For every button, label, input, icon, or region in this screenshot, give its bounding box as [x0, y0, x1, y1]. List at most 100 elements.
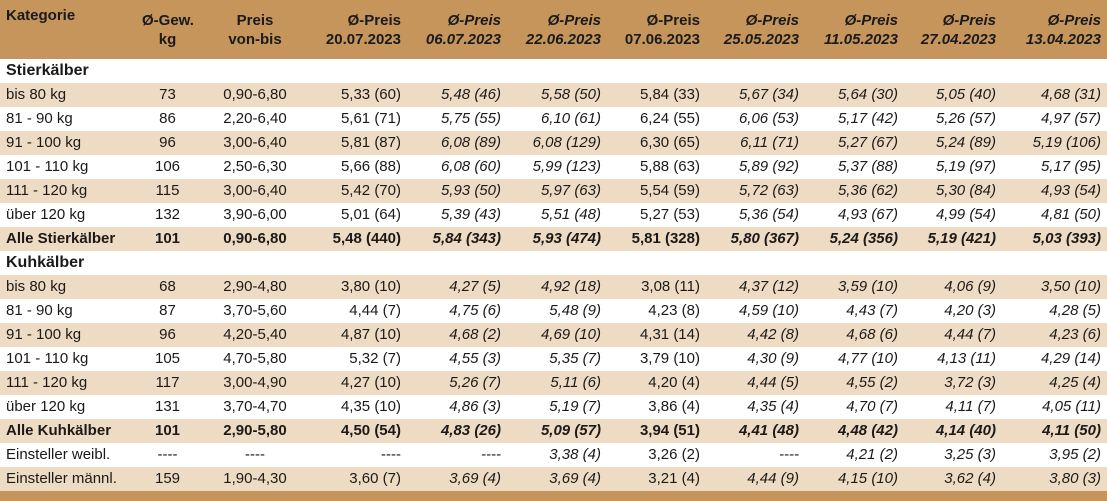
table-cell: 4,68 (6) — [805, 323, 904, 347]
table-cell: 4,21 (2) — [805, 443, 904, 467]
table-cell: 4,41 (48) — [706, 419, 805, 443]
table-header: Kategorie Ø-Gew. kg Preis von-bis Ø-Preis 20.0… — [0, 0, 1107, 59]
column-header-line: Ø-Preis — [745, 11, 799, 29]
table-cell: 5,93 (50) — [407, 179, 507, 203]
table-cell: 5,64 (30) — [805, 83, 904, 107]
table-cell: 5,35 (7) — [507, 347, 607, 371]
table-cell: 6,10 (61) — [507, 107, 607, 131]
table-cell: 4,68 (2) — [407, 323, 507, 347]
table-cell: 4,50 (54) — [311, 419, 407, 443]
table-cell: 5,11 (6) — [507, 371, 607, 395]
table-cell: 4,69 (10) — [507, 323, 607, 347]
table-cell: 5,67 (34) — [706, 83, 805, 107]
table-cell: 4,77 (10) — [805, 347, 904, 371]
table-cell: 4,23 (8) — [607, 299, 706, 323]
table-cell: 117 — [136, 371, 199, 395]
table-cell: 5,17 (95) — [1002, 155, 1107, 179]
table-cell: 4,97 (57) — [1002, 107, 1107, 131]
column-header-line: kg — [158, 30, 177, 48]
table-row: über 120 kg 131 3,70-4,70 4,35 (10) 4,86 (3)… — [0, 395, 1107, 419]
row-label: bis 80 kg — [0, 83, 136, 107]
table-cell: 132 — [136, 203, 199, 227]
table-cell: 4,55 (2) — [805, 371, 904, 395]
table-cell: 5,27 (67) — [805, 131, 904, 155]
row-label: über 120 kg — [0, 203, 136, 227]
column-header-2: Preis von-bis — [199, 0, 311, 59]
table-cell: 4,44 (5) — [706, 371, 805, 395]
table-cell: 3,21 (4) — [607, 467, 706, 491]
table-cell: 6,08 (129) — [507, 131, 607, 155]
table-cell: 4,27 (5) — [407, 275, 507, 299]
table-cell: 3,62 (4) — [904, 467, 1002, 491]
column-header-3: Ø-Preis 20.07.2023 — [311, 0, 407, 59]
table-cell: 4,20-5,40 — [199, 323, 311, 347]
header-row: Kategorie Ø-Gew. kg Preis von-bis Ø-Preis 20.0… — [0, 0, 1107, 59]
column-header-line: von-bis — [228, 30, 282, 48]
table-cell: 0,90-6,80 — [199, 83, 311, 107]
column-header-0: Kategorie — [0, 0, 136, 59]
table-cell: 115 — [136, 179, 199, 203]
table-cell: 3,79 (10) — [607, 347, 706, 371]
table-cell: 3,80 (3) — [1002, 467, 1107, 491]
table-cell: 4,93 (54) — [1002, 179, 1107, 203]
table-cell: 5,36 (54) — [706, 203, 805, 227]
table-cell: 4,70 (7) — [805, 395, 904, 419]
column-header-5: Ø-Preis 22.06.2023 — [507, 0, 607, 59]
column-header-line: Ø-Preis — [547, 11, 601, 29]
table-cell: 5,19 (7) — [507, 395, 607, 419]
table-cell: 4,28 (5) — [1002, 299, 1107, 323]
table-cell: 5,19 (106) — [1002, 131, 1107, 155]
table-cell: 4,42 (8) — [706, 323, 805, 347]
table-cell: ---- — [706, 443, 805, 467]
table-cell: 3,95 (2) — [1002, 443, 1107, 467]
table-cell: 5,58 (50) — [507, 83, 607, 107]
table-body: Stierkälber bis 80 kg 73 0,90-6,80 5,33 (60)… — [0, 59, 1107, 491]
table-cell: 86 — [136, 107, 199, 131]
table-cell: 3,60 (7) — [311, 467, 407, 491]
column-header-line: Ø-Preis — [646, 11, 700, 29]
column-header-line: Ø-Gew. — [142, 11, 194, 29]
table-cell: 2,50-6,30 — [199, 155, 311, 179]
table-cell: 4,59 (10) — [706, 299, 805, 323]
table-cell: 3,08 (11) — [607, 275, 706, 299]
table-row: 101 - 110 kg 106 2,50-6,30 5,66 (88) 6,08 (6… — [0, 155, 1107, 179]
table-cell: 5,30 (84) — [904, 179, 1002, 203]
table-row: 111 - 120 kg 117 3,00-4,90 4,27 (10) 5,26 (7… — [0, 371, 1107, 395]
table-cell: 3,69 (4) — [507, 467, 607, 491]
table-cell: 5,66 (88) — [311, 155, 407, 179]
table-cell: 4,13 (11) — [904, 347, 1002, 371]
table-cell: 101 — [136, 227, 199, 251]
table-cell: 2,20-6,40 — [199, 107, 311, 131]
total-row: Alle Kuhkälber 101 2,90-5,80 4,50 (54) 4,83 … — [0, 419, 1107, 443]
table-footer — [0, 491, 1107, 501]
table-cell: 4,44 (7) — [311, 299, 407, 323]
table-cell: 5,32 (7) — [311, 347, 407, 371]
table-cell: 5,75 (55) — [407, 107, 507, 131]
column-header-8: Ø-Preis 11.05.2023 — [805, 0, 904, 59]
table-cell: ---- — [199, 443, 311, 467]
table-row: bis 80 kg 73 0,90-6,80 5,33 (60) 5,48 (46) 5,… — [0, 83, 1107, 107]
table-cell: 5,89 (92) — [706, 155, 805, 179]
table-cell: 2,90-4,80 — [199, 275, 311, 299]
row-label: 81 - 90 kg — [0, 107, 136, 131]
table-cell: 5,05 (40) — [904, 83, 1002, 107]
table-cell: 101 — [136, 419, 199, 443]
table-cell: 1,90-4,30 — [199, 467, 311, 491]
table-row: 91 - 100 kg 96 3,00-6,40 5,81 (87) 6,08 (89)… — [0, 131, 1107, 155]
table-row: Einsteller männl. 159 1,90-4,30 3,60 (7) 3,6… — [0, 467, 1107, 491]
column-header-line: 27.04.2023 — [920, 30, 996, 48]
table-cell: 3,94 (51) — [607, 419, 706, 443]
table-row: bis 80 kg 68 2,90-4,80 3,80 (10) 4,27 (5) 4,9… — [0, 275, 1107, 299]
table-cell: 5,97 (63) — [507, 179, 607, 203]
table-cell: 159 — [136, 467, 199, 491]
table-cell: 5,84 (343) — [407, 227, 507, 251]
table-cell: 87 — [136, 299, 199, 323]
table-cell: 6,24 (55) — [607, 107, 706, 131]
table-cell: 5,19 (97) — [904, 155, 1002, 179]
table-cell: 5,26 (57) — [904, 107, 1002, 131]
table-cell: 4,93 (67) — [805, 203, 904, 227]
table-cell: 5,24 (89) — [904, 131, 1002, 155]
table-cell: 5,42 (70) — [311, 179, 407, 203]
column-header-line: 20.07.2023 — [325, 30, 401, 48]
